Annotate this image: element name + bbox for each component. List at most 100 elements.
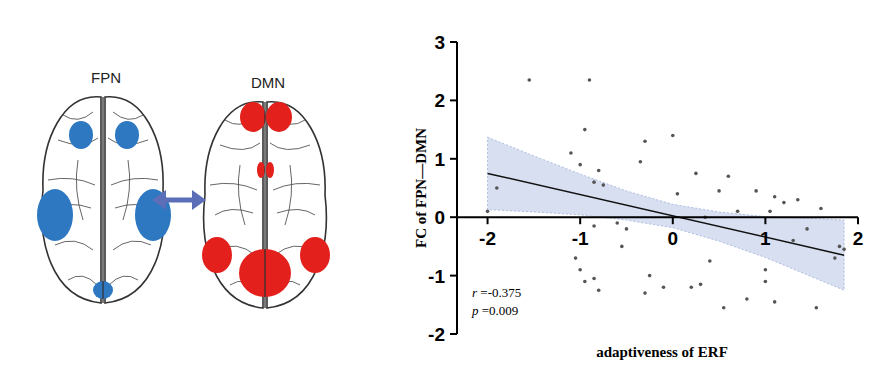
point <box>592 277 596 281</box>
point <box>625 227 629 231</box>
region <box>300 237 330 273</box>
x-tick <box>487 217 489 224</box>
gyrus <box>63 112 93 119</box>
point <box>588 78 592 82</box>
point <box>648 274 652 278</box>
region <box>240 102 266 132</box>
point <box>495 186 499 190</box>
point <box>592 180 596 184</box>
x-tick <box>579 217 581 224</box>
point <box>764 268 768 272</box>
point <box>727 175 731 179</box>
x-axis-line <box>457 216 858 218</box>
x-axis-label: adaptiveness of ERF <box>596 344 728 360</box>
gyrus <box>113 241 151 250</box>
point <box>819 207 823 211</box>
annotation-value: =-0.375 <box>477 285 521 300</box>
point <box>574 256 578 260</box>
gyrus <box>270 143 310 150</box>
y-tick <box>450 158 457 160</box>
region <box>115 121 139 149</box>
annotation: r =-0.375 <box>472 285 521 300</box>
y-tick-label: 1 <box>434 149 445 170</box>
annotation: p =0.009 <box>471 303 518 318</box>
y-tick-label: 2 <box>434 90 445 111</box>
gyrus <box>48 178 95 185</box>
point <box>773 195 777 199</box>
gyrus <box>273 183 320 190</box>
point <box>708 259 712 263</box>
region <box>69 121 93 149</box>
annotation-value: =0.009 <box>479 303 519 318</box>
y-tick-label: 3 <box>434 32 445 53</box>
point <box>815 306 819 310</box>
point <box>842 248 846 252</box>
point <box>602 183 606 187</box>
point <box>643 291 647 295</box>
gyrus <box>277 209 315 215</box>
point <box>773 300 777 304</box>
region <box>202 237 232 273</box>
region <box>37 189 73 241</box>
point <box>690 285 694 289</box>
point <box>736 210 740 214</box>
fit-line <box>488 173 845 255</box>
axes: -2-10123-2-1012 <box>428 32 863 345</box>
x-tick <box>672 217 674 224</box>
gyrus <box>113 112 143 119</box>
y-tick <box>450 99 457 101</box>
point <box>662 285 666 289</box>
point <box>597 169 601 173</box>
y-tick <box>450 275 457 277</box>
gyrus <box>76 160 83 220</box>
figure: FPNDMN-2-10123-2-1012FC of FPN—DMNadapti… <box>0 0 869 366</box>
point <box>722 306 726 310</box>
network-label: FPN <box>91 69 121 86</box>
x-tick-label: -2 <box>479 228 496 249</box>
region <box>257 162 265 178</box>
region <box>266 102 292 132</box>
y-tick-label: -2 <box>428 324 445 345</box>
point <box>791 239 795 243</box>
x-tick-label: 0 <box>667 228 678 249</box>
midline <box>102 97 103 303</box>
gyrus <box>111 178 158 185</box>
confidence-band <box>488 137 845 290</box>
point <box>745 297 749 301</box>
y-tick <box>450 41 457 43</box>
gyrus <box>238 165 245 225</box>
point <box>615 221 619 225</box>
x-tick <box>764 217 766 224</box>
point <box>486 210 490 214</box>
brain-fpn <box>37 97 171 303</box>
point <box>838 245 842 249</box>
y-tick-label: -1 <box>428 266 445 287</box>
arrow-head <box>192 190 206 210</box>
gyrus <box>109 276 138 285</box>
arrow-shaft <box>162 198 196 203</box>
x-tick-label: -1 <box>572 228 589 249</box>
point <box>643 139 647 143</box>
y-axis-line <box>456 42 458 334</box>
midline <box>264 102 265 308</box>
region <box>135 189 171 241</box>
point <box>699 283 703 287</box>
x-tick-label: 2 <box>853 228 864 249</box>
y-tick <box>450 216 457 218</box>
y-tick-label: 0 <box>434 207 445 228</box>
point <box>578 163 582 167</box>
y-axis-label: FC of FPN—DMN <box>413 128 429 248</box>
point <box>694 172 698 176</box>
point <box>620 245 624 249</box>
gyrus <box>215 209 253 215</box>
point <box>717 189 721 193</box>
point <box>671 134 675 138</box>
brain-dmn <box>202 102 330 308</box>
double-arrow <box>152 190 206 210</box>
x-tick <box>857 217 859 224</box>
region <box>266 162 274 178</box>
point <box>676 192 680 196</box>
point <box>805 227 809 231</box>
point <box>833 256 837 260</box>
gyrus <box>68 276 97 285</box>
